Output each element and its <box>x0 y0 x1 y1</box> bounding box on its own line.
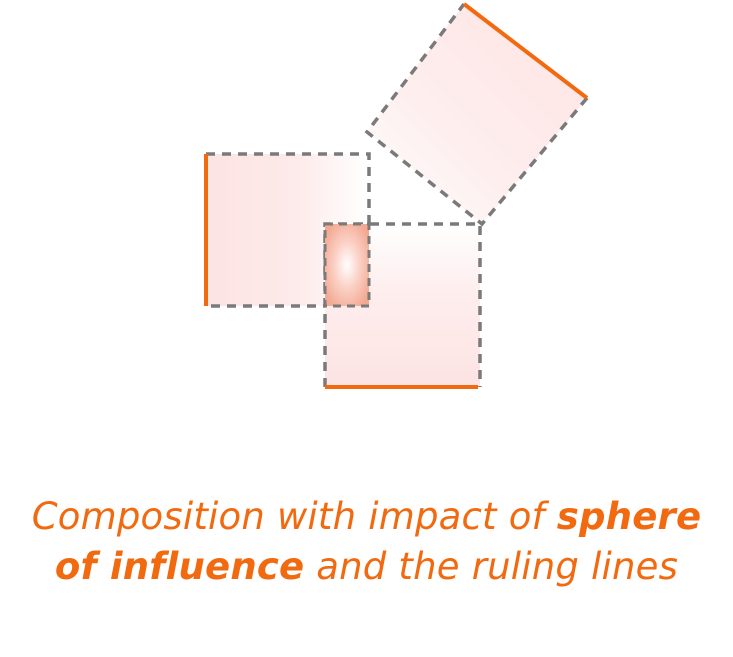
caption-emphasis-2: of influence <box>54 545 305 588</box>
caption-text-2: and the ruling lines <box>304 545 679 588</box>
caption-emphasis-1: sphere <box>556 495 702 538</box>
caption: Composition with impact of sphere of inf… <box>0 492 733 592</box>
top-ruling-line <box>462 2 589 100</box>
caption-line-2: of influence and the ruling lines <box>0 542 733 592</box>
caption-line-1: Composition with impact of sphere <box>0 492 733 542</box>
rotated-square <box>364 2 589 227</box>
caption-text-1: Composition with impact of <box>31 495 557 538</box>
composition-diagram <box>204 2 589 389</box>
overlap-zone <box>323 222 371 308</box>
